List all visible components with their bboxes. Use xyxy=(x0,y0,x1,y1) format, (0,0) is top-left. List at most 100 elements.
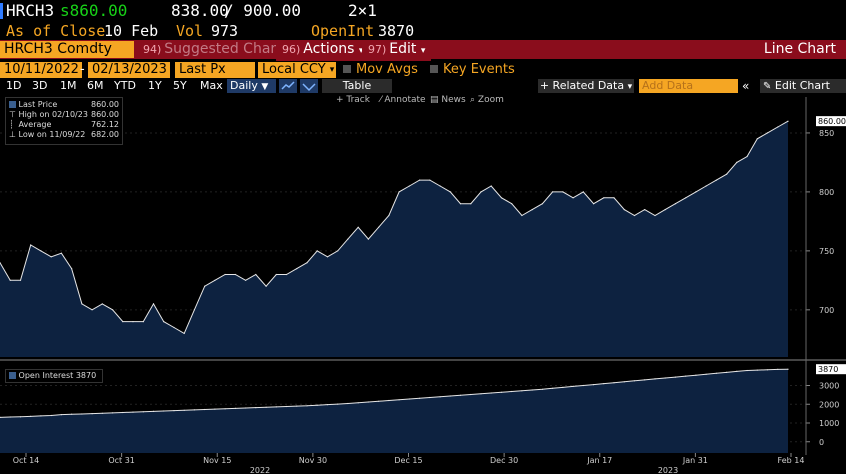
x-tick-label: Oct 14 xyxy=(13,456,40,465)
data-point xyxy=(480,191,482,193)
add-data-input[interactable]: Add Data xyxy=(639,79,738,93)
data-point xyxy=(30,244,32,246)
data-point xyxy=(163,321,165,323)
legend-label: High on 02/10/23 xyxy=(18,110,88,119)
chart-settings-button[interactable] xyxy=(300,79,318,93)
currency-select[interactable]: Local CCY xyxy=(258,62,336,78)
annotate-label: Annotate xyxy=(384,95,426,105)
ticker-marker xyxy=(0,3,3,19)
data-point xyxy=(439,396,441,398)
data-point xyxy=(173,410,175,412)
start-date-field[interactable]: 10/11/2022 xyxy=(0,62,82,78)
data-point xyxy=(459,203,462,205)
edit-number: 97) xyxy=(368,43,387,56)
data-point xyxy=(480,393,482,395)
data-point xyxy=(531,389,533,391)
data-point xyxy=(715,372,718,374)
actions-number: 96) xyxy=(282,43,301,56)
close-info: As of Close 10 Feb Vol 973 OpenInt 3870 xyxy=(0,22,846,40)
track-tool[interactable]: + Track xyxy=(336,93,370,107)
period-6m[interactable]: 6M xyxy=(87,79,104,92)
period-1y[interactable]: 1Y xyxy=(148,79,162,92)
collapse-icon[interactable]: « xyxy=(742,79,750,93)
edit-chart-button[interactable]: ✎ Edit Chart xyxy=(760,79,846,93)
legend-value: 682.00 xyxy=(91,130,119,139)
period-1d[interactable]: 1D xyxy=(6,79,22,92)
data-point xyxy=(633,380,636,382)
legend-row-average: ┊ Average 762.12 xyxy=(9,120,119,129)
data-point xyxy=(449,191,451,193)
data-point xyxy=(756,369,758,371)
high-marker-icon: ⊤ xyxy=(9,110,16,119)
data-point xyxy=(357,226,359,228)
data-point xyxy=(296,268,298,270)
data-point xyxy=(306,262,308,264)
chart-style-button[interactable] xyxy=(279,79,297,93)
period-5y[interactable]: 5Y xyxy=(173,79,187,92)
data-point xyxy=(398,191,400,193)
data-point xyxy=(562,386,564,388)
frequency-select[interactable]: Daily ▼ xyxy=(227,79,276,93)
news-tool[interactable]: ▤ News xyxy=(430,93,466,107)
data-point xyxy=(613,197,615,199)
data-point xyxy=(326,256,329,258)
legend-label: Low on 11/09/22 xyxy=(18,130,86,139)
data-point xyxy=(9,279,11,281)
data-point xyxy=(265,406,267,408)
data-point xyxy=(623,209,625,211)
data-point xyxy=(255,407,257,409)
period-ytd[interactable]: YTD xyxy=(114,79,136,92)
data-point xyxy=(685,197,687,199)
mov-avgs-checkbox[interactable] xyxy=(343,65,351,73)
suggested-charts-number: 94) xyxy=(143,43,162,56)
y-tick-label: 800 xyxy=(819,188,834,197)
price-field-select[interactable]: Last Px xyxy=(175,62,255,78)
y-tick-label: 0 xyxy=(819,438,824,447)
year-label: 2023 xyxy=(658,466,678,474)
ticker-symbol[interactable]: HRCH3 xyxy=(6,1,55,20)
data-point xyxy=(449,395,451,397)
data-point xyxy=(582,191,584,193)
data-point xyxy=(60,252,63,254)
suggested-charts-button[interactable]: 94) Suggested Charts xyxy=(137,40,295,59)
data-point xyxy=(224,408,226,410)
table-button[interactable]: Table xyxy=(322,79,392,93)
last-value-label: 860.00 xyxy=(818,117,846,126)
data-point xyxy=(777,126,779,128)
period-max[interactable]: Max xyxy=(200,79,223,92)
data-point xyxy=(40,415,42,417)
main-chart[interactable]: 700 750 800 850 860.00 0 1000 2000 3000 3870 Oct 1… xyxy=(0,93,846,474)
key-events-checkbox[interactable] xyxy=(430,65,438,73)
data-point xyxy=(593,203,595,205)
currency-dropdown-icon[interactable]: ▾ xyxy=(328,62,336,78)
security-field[interactable]: HRCH3 Comdty xyxy=(0,41,134,58)
edit-label: Edit xyxy=(389,41,417,57)
related-data-button[interactable]: + Related Data ▾ xyxy=(538,79,634,93)
data-point xyxy=(40,250,42,252)
data-point xyxy=(0,262,1,264)
data-point xyxy=(326,404,329,406)
price-chart-area xyxy=(0,120,806,357)
data-point xyxy=(50,256,52,258)
data-point xyxy=(101,412,103,414)
end-date-field[interactable]: 02/13/2023 xyxy=(88,62,170,78)
period-1m[interactable]: 1M xyxy=(60,79,77,92)
data-point xyxy=(531,209,533,211)
data-point xyxy=(132,321,134,323)
data-point xyxy=(163,410,165,412)
news-label: News xyxy=(441,95,466,105)
key-events-label[interactable]: Key Events xyxy=(443,62,515,77)
data-point xyxy=(685,375,687,377)
data-point xyxy=(603,197,605,199)
last-value-box xyxy=(816,364,846,375)
x-tick-label: Dec 30 xyxy=(490,456,518,465)
data-point xyxy=(9,416,11,418)
edit-button[interactable]: 97) Edit ▾ xyxy=(362,40,432,61)
actions-button[interactable]: 96)Actions ▾ xyxy=(276,40,370,61)
zoom-tool[interactable]: ⌕ Zoom xyxy=(470,93,504,107)
period-bar: 1D 3D 1M 6M YTD 1Y 5Y Max Daily ▼ Table … xyxy=(0,79,846,93)
period-3d[interactable]: 3D xyxy=(32,79,48,92)
table-label: Table xyxy=(342,79,372,92)
mov-avgs-label[interactable]: Mov Avgs xyxy=(356,62,418,77)
annotate-tool[interactable]: ⁄ Annotate xyxy=(380,93,426,107)
